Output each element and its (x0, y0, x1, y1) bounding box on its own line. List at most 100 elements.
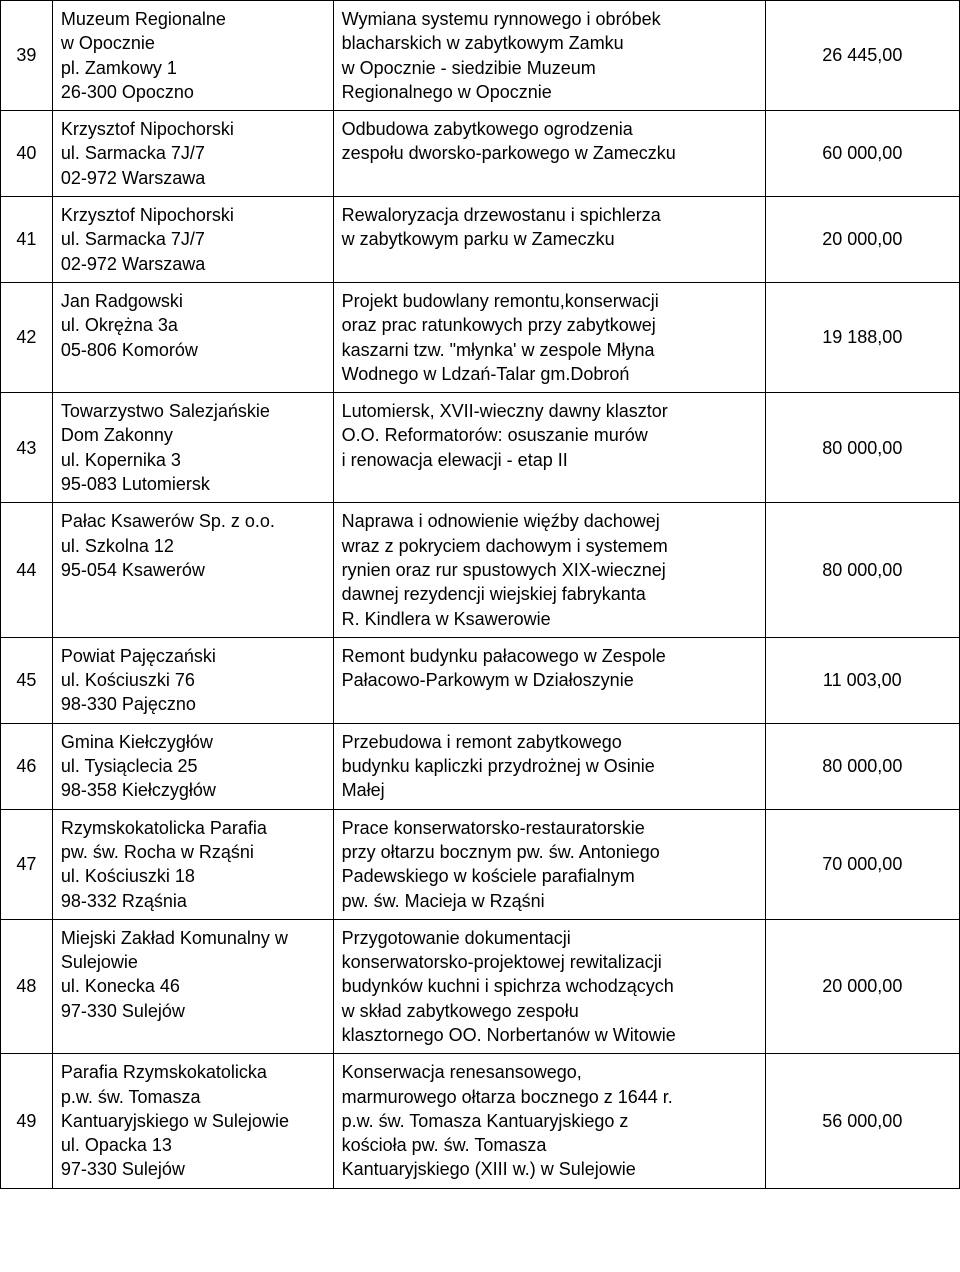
applicant-cell: Krzysztof Nipochorskiul. Sarmacka 7J/702… (52, 197, 333, 283)
applicant-cell: Towarzystwo SalezjańskieDom Zakonnyul. K… (52, 393, 333, 503)
description-line: w zabytkowym parku w Zameczku (342, 227, 757, 251)
applicant-line: ul. Sarmacka 7J/7 (61, 227, 325, 251)
description-cell: Odbudowa zabytkowego ogrodzeniazespołu d… (333, 111, 765, 197)
amount-cell: 80 000,00 (765, 723, 959, 809)
applicant-line: ul. Szkolna 12 (61, 534, 325, 558)
description-line: Małej (342, 778, 757, 802)
applicant-line: Rzymskokatolicka Parafia (61, 816, 325, 840)
row-number: 46 (1, 723, 53, 809)
table-row: 40Krzysztof Nipochorskiul. Sarmacka 7J/7… (1, 111, 960, 197)
row-number: 49 (1, 1054, 53, 1188)
description-line: dawnej rezydencji wiejskiej fabrykanta (342, 582, 757, 606)
applicant-line: ul. Kościuszki 76 (61, 668, 325, 692)
applicant-line: ul. Sarmacka 7J/7 (61, 141, 325, 165)
description-line: blacharskich w zabytkowym Zamku (342, 31, 757, 55)
amount-cell: 80 000,00 (765, 393, 959, 503)
description-line: O.O. Reformatorów: osuszanie murów (342, 423, 757, 447)
table-row: 46Gmina Kiełczygłówul. Tysiąclecia 2598-… (1, 723, 960, 809)
description-cell: Przebudowa i remont zabytkowegobudynku k… (333, 723, 765, 809)
applicant-cell: Gmina Kiełczygłówul. Tysiąclecia 2598-35… (52, 723, 333, 809)
amount-cell: 56 000,00 (765, 1054, 959, 1188)
applicant-line: Kantuaryjskiego w Sulejowie (61, 1109, 325, 1133)
description-line: Odbudowa zabytkowego ogrodzenia (342, 117, 757, 141)
description-line: Wodnego w Ldzań-Talar gm.Dobroń (342, 362, 757, 386)
applicant-line: pw. św. Rocha w Rząśni (61, 840, 325, 864)
description-line: Przebudowa i remont zabytkowego (342, 730, 757, 754)
description-line: R. Kindlera w Ksawerowie (342, 607, 757, 631)
applicant-line: 98-332 Rząśnia (61, 889, 325, 913)
applicant-line: 26-300 Opoczno (61, 80, 325, 104)
applicant-line: 02-972 Warszawa (61, 252, 325, 276)
description-line: Konserwacja renesansowego, (342, 1060, 757, 1084)
applicant-line: Muzeum Regionalne (61, 7, 325, 31)
description-cell: Lutomiersk, XVII-wieczny dawny klasztorO… (333, 393, 765, 503)
row-number: 40 (1, 111, 53, 197)
amount-cell: 20 000,00 (765, 919, 959, 1053)
applicant-line: ul. Konecka 46 (61, 974, 325, 998)
description-cell: Wymiana systemu rynnowego i obróbekblach… (333, 1, 765, 111)
row-number: 42 (1, 282, 53, 392)
table-row: 44Pałac Ksawerów Sp. z o.o.ul. Szkolna 1… (1, 503, 960, 637)
applicant-cell: Powiat Pajęczańskiul. Kościuszki 7698-33… (52, 637, 333, 723)
applicant-line: 97-330 Sulejów (61, 999, 325, 1023)
description-cell: Przygotowanie dokumentacjikonserwatorsko… (333, 919, 765, 1053)
row-number: 45 (1, 637, 53, 723)
description-line: Projekt budowlany remontu,konserwacji (342, 289, 757, 313)
applicant-line: Krzysztof Nipochorski (61, 203, 325, 227)
description-line: Pałacowo-Parkowym w Działoszynie (342, 668, 757, 692)
applicant-line: 98-330 Pajęczno (61, 692, 325, 716)
funding-table: 39Muzeum Regionalnew Opoczniepl. Zamkowy… (0, 0, 960, 1189)
applicant-cell: Miejski Zakład Komunalny wSulejowieul. K… (52, 919, 333, 1053)
description-line: przy ołtarzu bocznym pw. św. Antoniego (342, 840, 757, 864)
applicant-line: ul. Kościuszki 18 (61, 864, 325, 888)
applicant-line: 05-806 Komorów (61, 338, 325, 362)
description-line: zespołu dworsko-parkowego w Zameczku (342, 141, 757, 165)
applicant-line: ul. Kopernika 3 (61, 448, 325, 472)
row-number: 48 (1, 919, 53, 1053)
table-row: 42Jan Radgowskiul. Okrężna 3a05-806 Komo… (1, 282, 960, 392)
table-body: 39Muzeum Regionalnew Opoczniepl. Zamkowy… (1, 1, 960, 1189)
row-number: 44 (1, 503, 53, 637)
description-line: w skład zabytkowego zespołu (342, 999, 757, 1023)
description-line: kościoła pw. św. Tomasza (342, 1133, 757, 1157)
applicant-cell: Jan Radgowskiul. Okrężna 3a05-806 Komoró… (52, 282, 333, 392)
applicant-line: 95-083 Lutomiersk (61, 472, 325, 496)
description-line: Regionalnego w Opocznie (342, 80, 757, 104)
table-row: 48Miejski Zakład Komunalny wSulejowieul.… (1, 919, 960, 1053)
table-row: 41Krzysztof Nipochorskiul. Sarmacka 7J/7… (1, 197, 960, 283)
amount-cell: 60 000,00 (765, 111, 959, 197)
description-line: wraz z pokryciem dachowym i systemem (342, 534, 757, 558)
description-line: Kantuaryjskiego (XIII w.) w Sulejowie (342, 1157, 757, 1181)
amount-cell: 70 000,00 (765, 809, 959, 919)
description-line: marmurowego ołtarza bocznego z 1644 r. (342, 1085, 757, 1109)
description-line: budynku kapliczki przydrożnej w Osinie (342, 754, 757, 778)
table-row: 47Rzymskokatolicka Parafiapw. św. Rocha … (1, 809, 960, 919)
applicant-cell: Pałac Ksawerów Sp. z o.o.ul. Szkolna 129… (52, 503, 333, 637)
applicant-cell: Parafia Rzymskokatolickap.w. św. Tomasza… (52, 1054, 333, 1188)
row-number: 43 (1, 393, 53, 503)
amount-cell: 26 445,00 (765, 1, 959, 111)
description-line: kaszarni tzw. "młynka' w zespole Młyna (342, 338, 757, 362)
applicant-line: Dom Zakonny (61, 423, 325, 447)
row-number: 47 (1, 809, 53, 919)
description-line: klasztornego OO. Norbertanów w Witowie (342, 1023, 757, 1047)
applicant-line: Jan Radgowski (61, 289, 325, 313)
applicant-cell: Muzeum Regionalnew Opoczniepl. Zamkowy 1… (52, 1, 333, 111)
applicant-line: 98-358 Kiełczygłów (61, 778, 325, 802)
description-line: Wymiana systemu rynnowego i obróbek (342, 7, 757, 31)
table-row: 49Parafia Rzymskokatolickap.w. św. Tomas… (1, 1054, 960, 1188)
applicant-cell: Krzysztof Nipochorskiul. Sarmacka 7J/702… (52, 111, 333, 197)
applicant-line: Miejski Zakład Komunalny w (61, 926, 325, 950)
row-number: 41 (1, 197, 53, 283)
applicant-line: 95-054 Ksawerów (61, 558, 325, 582)
table-row: 45Powiat Pajęczańskiul. Kościuszki 7698-… (1, 637, 960, 723)
applicant-line: Towarzystwo Salezjańskie (61, 399, 325, 423)
applicant-cell: Rzymskokatolicka Parafiapw. św. Rocha w … (52, 809, 333, 919)
amount-cell: 19 188,00 (765, 282, 959, 392)
table-row: 39Muzeum Regionalnew Opoczniepl. Zamkowy… (1, 1, 960, 111)
applicant-line: Powiat Pajęczański (61, 644, 325, 668)
description-cell: Projekt budowlany remontu,konserwacjiora… (333, 282, 765, 392)
description-line: i renowacja elewacji - etap II (342, 448, 757, 472)
amount-cell: 80 000,00 (765, 503, 959, 637)
applicant-line: ul. Tysiąclecia 25 (61, 754, 325, 778)
